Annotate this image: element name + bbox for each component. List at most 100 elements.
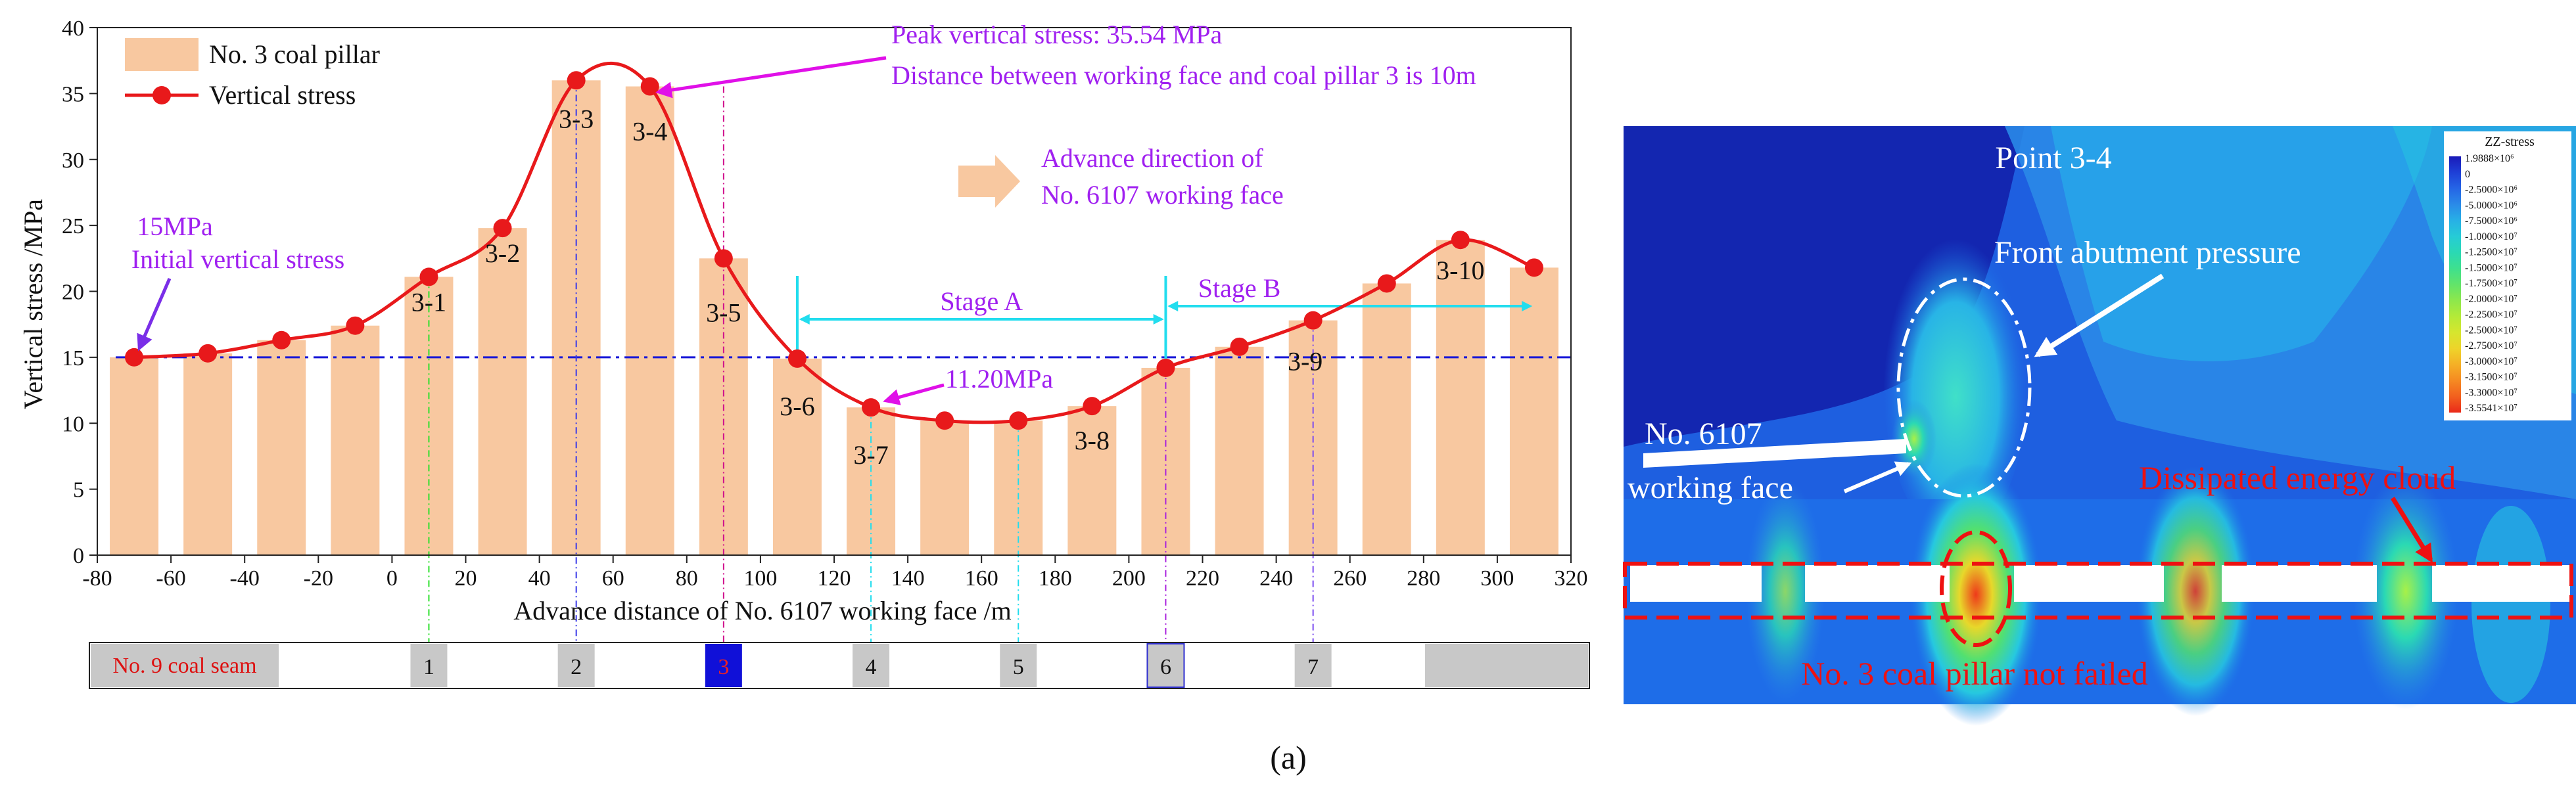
x-tick-label: 0 <box>386 566 398 591</box>
stress-point <box>935 411 954 430</box>
pillar-lobe-1 <box>1746 480 1825 703</box>
stress-point <box>1524 258 1543 277</box>
stress-point <box>862 398 881 417</box>
pillar-boxes: 1 2 3 4 5 6 7 <box>410 643 1332 688</box>
stress-legend-label: -5.0000×10⁶ <box>2465 200 2517 211</box>
y-tick-label: 40 <box>62 16 84 41</box>
y-tick-label: 20 <box>62 281 84 305</box>
y-tick-label: 35 <box>62 82 84 106</box>
point-label: 3-8 <box>1075 426 1110 455</box>
seam-gaps <box>1630 565 2570 602</box>
working-face-cone <box>1643 439 1906 468</box>
point-label: 3-3 <box>559 104 594 133</box>
min-stress-arrow <box>883 383 945 405</box>
stage-b-label: Stage B <box>1198 273 1281 303</box>
y-tick-label: 5 <box>73 478 84 503</box>
bar <box>1215 346 1264 555</box>
stress-legend-label: -3.5541×10⁷ <box>2465 403 2517 414</box>
point-labels: 3-1 3-2 3-3 3-4 3-5 3-6 3-7 3-8 3-9 3-10 <box>411 104 1485 470</box>
dissipated-energy-arrow <box>2391 497 2433 563</box>
axes: -80 -60 -40 -20 0 20 40 60 80 100 120 140 160 180 200 2… <box>62 16 1588 591</box>
x-tick-label: 260 <box>1333 566 1367 591</box>
pillar-box <box>557 644 595 687</box>
x-tick-label: 60 <box>602 566 624 591</box>
stress-point <box>714 249 733 268</box>
initial-stress-label: Initial vertical stress <box>131 244 344 274</box>
bar <box>772 358 822 555</box>
seam-label: No. 9 coal seam <box>112 654 256 678</box>
working-face-label-2: working face <box>1628 470 1793 505</box>
stress-legend-label: -3.0000×10⁷ <box>2465 356 2517 367</box>
stress-point <box>493 219 512 238</box>
pillar-lobe-5 <box>2471 506 2550 703</box>
bar <box>1362 283 1411 555</box>
bar <box>257 340 306 555</box>
stress-legend-label: 1.9888×10⁶ <box>2465 153 2514 164</box>
front-abutment-label: Front abutment pressure <box>1994 235 2301 270</box>
x-tick-label: 120 <box>818 566 851 591</box>
bar <box>1509 267 1558 555</box>
stress-point <box>125 348 144 367</box>
stress-legend-box <box>2444 131 2571 420</box>
pillar-box <box>1000 644 1037 687</box>
legend-bar-label: No. 3 coal pillar <box>209 39 380 69</box>
stress-point <box>1156 358 1175 377</box>
x-tick-label: 200 <box>1112 566 1146 591</box>
x-tick-label: 100 <box>743 566 777 591</box>
stress-point <box>640 77 659 96</box>
legend-line-marker <box>152 86 171 104</box>
x-tick-label: 220 <box>1186 566 1219 591</box>
x-tick-label: 160 <box>965 566 998 591</box>
coal-seam-strip: No. 9 coal seam 1 2 3 4 5 6 7 <box>89 642 1590 689</box>
pillar-box-label: 4 <box>866 655 877 679</box>
seam-gap <box>1630 565 1762 602</box>
advance-direction-line2: No. 6107 working face <box>1041 180 1284 210</box>
stress-point <box>1009 411 1028 430</box>
seam-end-box <box>1425 644 1588 687</box>
stress-point <box>199 344 218 363</box>
bar <box>920 420 970 555</box>
x-tick-label: 320 <box>1555 566 1588 591</box>
min-stress-value: 11.20MPa <box>945 364 1053 394</box>
pillar-box <box>705 644 742 687</box>
dissipated-energy-label: Dissipated energy cloud <box>2139 459 2456 496</box>
stress-legend-colorbar <box>2449 156 2461 413</box>
stress-legend-label: -3.1500×10⁷ <box>2465 372 2517 383</box>
bar <box>183 353 233 555</box>
x-tick-label: 140 <box>891 566 925 591</box>
initial-stress-value: 15MPa <box>137 212 213 241</box>
stress-point <box>1303 311 1323 330</box>
stress-point <box>1083 397 1102 416</box>
pillar-not-failed-label: No. 3 coal pillar not failed <box>1801 655 2148 692</box>
y-axis-title: Vertical stress /MPa <box>18 199 48 409</box>
pillar-box-label: 3 <box>718 655 729 679</box>
x-tick-label: 280 <box>1407 566 1440 591</box>
seam-gap <box>2014 565 2164 602</box>
stress-legend-label: -2.0000×10⁷ <box>2465 294 2517 305</box>
advance-direction-line1: Advance direction of <box>1041 143 1263 173</box>
x-tick-label: 20 <box>455 566 477 591</box>
x-tick-label: -40 <box>230 566 260 591</box>
stress-point <box>272 330 291 349</box>
seam-label-box <box>91 644 279 687</box>
pillar-lobe-2 <box>1910 463 2042 726</box>
x-tick-label: -80 <box>82 566 112 591</box>
x-tick-label: -20 <box>304 566 333 591</box>
pillar-3-dashed-ellipse <box>1940 530 2012 647</box>
contour-panel: Point 3-4 Front abutment pressure No. 61… <box>1623 126 2576 726</box>
y-tick-label: 25 <box>62 214 84 238</box>
pillar-box <box>853 644 890 687</box>
stress-legend-label: -2.7500×10⁷ <box>2465 340 2517 351</box>
bar <box>478 228 527 555</box>
stage-brackets: Stage A Stage B <box>795 263 1535 368</box>
stage-a-label: Stage A <box>940 286 1023 316</box>
stress-legend-label: -2.2500×10⁷ <box>2465 309 2517 321</box>
stress-point <box>346 316 365 335</box>
point-label: 3-1 <box>411 287 446 317</box>
bar <box>1067 406 1117 555</box>
pillar-lobe-4 <box>2353 473 2458 710</box>
stress-point <box>1377 274 1396 293</box>
y-tick-label: 15 <box>62 346 84 371</box>
x-tick-label: -60 <box>156 566 185 591</box>
peak-annotation-line2: Distance between working face and coal p… <box>891 60 1476 90</box>
